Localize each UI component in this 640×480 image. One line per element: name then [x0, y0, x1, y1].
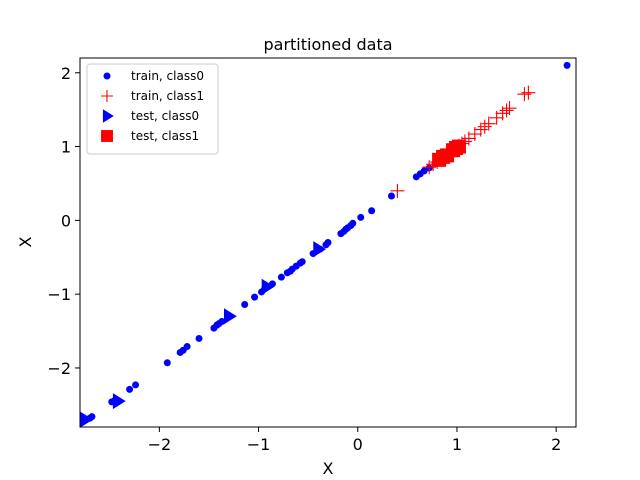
- data-point: [218, 317, 226, 325]
- x-axis-label: X: [323, 459, 334, 478]
- data-point: [112, 393, 126, 410]
- data-point: [132, 381, 140, 389]
- series-triangle-right: [80, 241, 327, 427]
- data-point: [163, 359, 171, 367]
- y-axis-label: X: [16, 236, 35, 247]
- data-point: [313, 241, 327, 258]
- y-tick-label: −1: [47, 285, 71, 304]
- data-point: [481, 116, 496, 131]
- legend-label: train, class1: [131, 89, 204, 103]
- data-point: [517, 87, 532, 102]
- legend-label: test, class1: [131, 129, 199, 143]
- data-point: [422, 160, 437, 175]
- data-point: [298, 258, 306, 266]
- data-point: [183, 343, 191, 351]
- y-tick-label: −2: [47, 359, 71, 378]
- y-tick-label: 1: [61, 138, 71, 157]
- data-point: [324, 239, 332, 246]
- data-point: [473, 122, 488, 137]
- legend: train, class0 train, class1 test, class0 te…: [86, 63, 219, 155]
- data-point: [368, 207, 376, 215]
- x-tick-label: 0: [353, 435, 363, 454]
- data-point: [357, 213, 365, 221]
- x-tick-label: 2: [551, 435, 561, 454]
- data-point: [502, 101, 517, 116]
- chart-title: partitioned data: [263, 35, 392, 54]
- legend-marker: [102, 109, 114, 123]
- x-tick-label: −2: [148, 435, 172, 454]
- data-point: [390, 183, 405, 198]
- data-point: [499, 103, 514, 118]
- data-point: [224, 308, 237, 325]
- x-tick-label: 1: [452, 435, 462, 454]
- legend-label: test, class0: [131, 109, 199, 123]
- y-tick-label: 2: [61, 64, 71, 83]
- data-point: [80, 411, 93, 427]
- data-point: [251, 293, 259, 301]
- data-point: [241, 300, 249, 308]
- data-point: [261, 278, 275, 295]
- data-point: [126, 385, 134, 393]
- data-point: [277, 273, 285, 281]
- data-point: [195, 334, 203, 342]
- axes-frame: [79, 57, 577, 428]
- data-point: [387, 192, 395, 200]
- legend-marker: [103, 72, 111, 80]
- data-point: [477, 119, 492, 134]
- legend-label: train, class0: [131, 69, 204, 83]
- data-point: [563, 61, 571, 69]
- data-point: [451, 139, 466, 154]
- legend-marker: [101, 130, 113, 142]
- y-tick-label: 0: [61, 211, 71, 230]
- legend-box: [86, 63, 219, 155]
- x-tick-label: −1: [247, 435, 271, 454]
- axis-ticks: −2 −1 0 1 2 −2 −1 0 1 2: [47, 64, 561, 454]
- data-point: [349, 219, 357, 227]
- data-point: [521, 85, 536, 100]
- series-square: [432, 139, 466, 167]
- legend-marker: [101, 90, 113, 102]
- data-points: [80, 61, 571, 427]
